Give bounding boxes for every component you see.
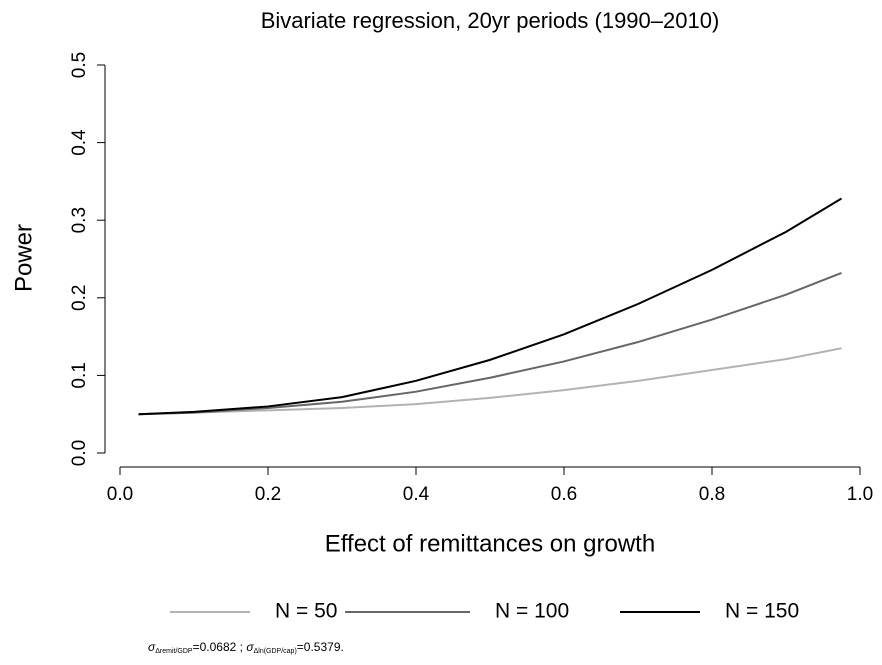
series-line — [138, 197, 843, 416]
series-line — [138, 272, 842, 416]
footnote-text: σΔremit/GDP=0.0682 ; σΔln(GDP/cap)=0.537… — [148, 640, 344, 655]
y-tick-label: 0.2 — [69, 285, 90, 311]
y-tick-label: 0.0 — [69, 440, 90, 466]
legend-label: N = 150 — [725, 600, 799, 623]
note-symbol: σ — [246, 640, 254, 654]
legend-label: N = 100 — [495, 600, 569, 623]
x-tick-label: 0.0 — [107, 484, 133, 505]
y-tick-label: 0.4 — [69, 129, 90, 156]
y-tick-label: 0.1 — [69, 362, 90, 388]
x-tick-label: 1.0 — [847, 484, 873, 505]
note-subscript: Δln(GDP/cap) — [254, 648, 297, 655]
y-tick-label: 0.3 — [69, 207, 90, 233]
x-axis-label: Effect of remittances on growth — [325, 530, 655, 557]
footnote: σΔremit/GDP=0.0682 ; σΔln(GDP/cap)=0.537… — [148, 640, 344, 655]
y-tick-label: 0.5 — [69, 52, 90, 78]
x-tick-label: 0.8 — [699, 484, 725, 505]
legend-label: N = 50 — [275, 600, 337, 623]
note-symbol: σ — [148, 640, 156, 654]
x-tick-label: 0.6 — [551, 484, 577, 505]
series-line — [138, 347, 842, 416]
x-tick-label: 0.4 — [403, 484, 430, 505]
chart-title: Bivariate regression, 20yr periods (1990… — [261, 8, 720, 33]
x-tick-label: 0.2 — [255, 484, 281, 505]
note-subscript: Δremit/GDP — [155, 648, 193, 655]
note-value: =0.5379. — [297, 640, 344, 654]
note-value: =0.0682 ; — [193, 640, 243, 654]
y-axis-label: Power — [10, 224, 37, 292]
